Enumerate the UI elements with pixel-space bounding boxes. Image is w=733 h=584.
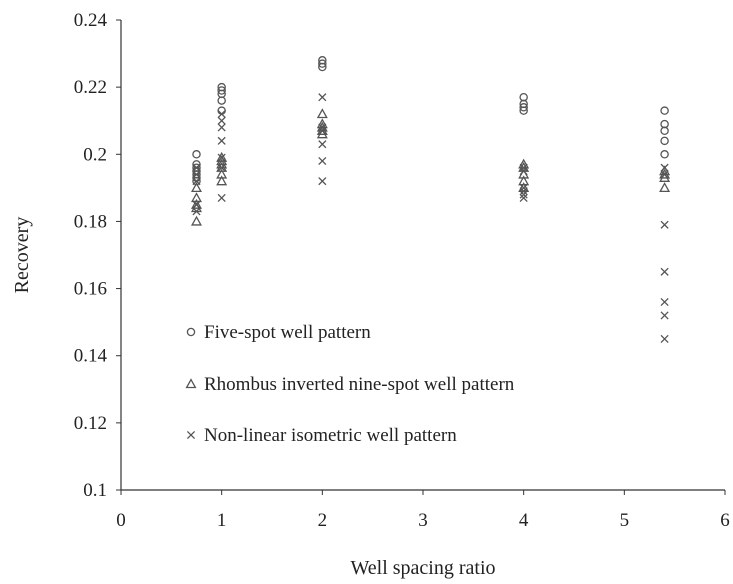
non-linear-isometric-point — [217, 163, 226, 172]
rhombus-nine-spot-point — [190, 215, 203, 226]
x-tick-label: 5 — [620, 510, 630, 531]
x-tick-label: 3 — [418, 510, 428, 531]
rhombus-nine-spot-point — [659, 182, 671, 193]
legend: Five-spot well pattern Rhombus inverted n… — [185, 322, 515, 446]
non-linear-isometric-point — [318, 177, 327, 186]
five-spot-point — [192, 150, 201, 159]
legend-label: Non-linear isometric well pattern — [204, 425, 457, 446]
y-tick-label: 0.14 — [74, 346, 108, 367]
non-linear-isometric-point — [660, 297, 669, 307]
non-linear-isometric-point — [318, 123, 327, 132]
non-linear-isometric-point — [217, 153, 226, 162]
non-linear-isometric-point — [660, 220, 669, 229]
legend-circle-icon — [186, 327, 196, 337]
non-linear-isometric-point — [217, 193, 226, 202]
y-tick-label: 0.22 — [74, 77, 107, 98]
non-linear-isometric-point — [660, 170, 669, 179]
five-spot-point — [519, 103, 528, 112]
non-linear-isometric-point — [217, 109, 226, 119]
x-tick-label: 0 — [116, 510, 126, 531]
five-spot-point — [519, 106, 528, 115]
five-spot-point — [217, 96, 226, 105]
y-tick-label: 0.16 — [74, 279, 107, 300]
five-spot-point — [318, 59, 327, 68]
five-spot-point — [318, 62, 327, 72]
five-spot-point — [217, 86, 226, 95]
non-linear-isometric-point — [318, 156, 327, 166]
non-linear-isometric-point — [217, 136, 226, 145]
non-linear-isometric-point — [318, 93, 327, 102]
five-spot-point — [660, 150, 669, 159]
non-linear-isometric-point — [192, 200, 201, 209]
five-spot-point — [660, 106, 669, 115]
x-axis-title: Well spacing ratio — [350, 557, 495, 579]
non-linear-isometric-point — [192, 170, 201, 179]
five-spot-point — [660, 126, 669, 136]
non-linear-isometric-point — [318, 140, 327, 149]
non-linear-isometric-point — [519, 167, 528, 176]
non-linear-isometric-point — [192, 163, 201, 172]
non-linear-isometric-point — [519, 163, 528, 172]
legend-triangle-icon — [185, 378, 197, 389]
legend-x-icon — [186, 430, 196, 440]
five-spot-point — [660, 136, 669, 146]
rhombus-nine-spot-point — [216, 175, 228, 186]
x-tick-label: 6 — [720, 510, 730, 531]
y-axis-title: Recovery — [11, 217, 33, 294]
legend-label: Rhombus inverted nine-spot well pattern — [204, 374, 515, 395]
non-linear-isometric-point — [217, 123, 226, 132]
non-linear-isometric-point — [192, 177, 201, 186]
non-linear-isometric-point — [519, 187, 528, 196]
non-linear-isometric-point — [318, 126, 327, 135]
y-tick-label: 0.12 — [74, 413, 107, 434]
data-points — [190, 56, 671, 343]
legend-label: Five-spot well pattern — [204, 322, 371, 343]
non-linear-isometric-point — [660, 163, 669, 172]
non-linear-isometric-point — [519, 190, 528, 199]
non-linear-isometric-point — [660, 334, 669, 343]
non-linear-isometric-point — [192, 207, 201, 216]
y-tick-label: 0.1 — [83, 480, 107, 501]
ticks: 0 1 2 3 4 5 6 0.1 0.12 0.14 0.16 0.18 0.2 0.22 0.24 — [74, 10, 730, 531]
rhombus-nine-spot-point — [316, 108, 328, 119]
rhombus-nine-spot-point — [190, 198, 203, 209]
x-tick-label: 4 — [519, 510, 529, 531]
x-tick-label: 2 — [318, 510, 328, 531]
rhombus-nine-spot-point — [659, 168, 671, 179]
y-tick-label: 0.18 — [74, 211, 107, 232]
rhombus-nine-spot-point — [190, 182, 203, 193]
y-tick-label: 0.24 — [74, 10, 108, 31]
non-linear-isometric-point — [217, 116, 226, 125]
non-linear-isometric-point — [660, 311, 669, 320]
x-tick-label: 1 — [217, 510, 227, 531]
non-linear-isometric-point — [519, 183, 528, 192]
non-linear-isometric-point — [660, 267, 669, 276]
y-tick-label: 0.2 — [83, 144, 107, 165]
axes — [120, 20, 725, 491]
non-linear-isometric-point — [519, 193, 528, 202]
